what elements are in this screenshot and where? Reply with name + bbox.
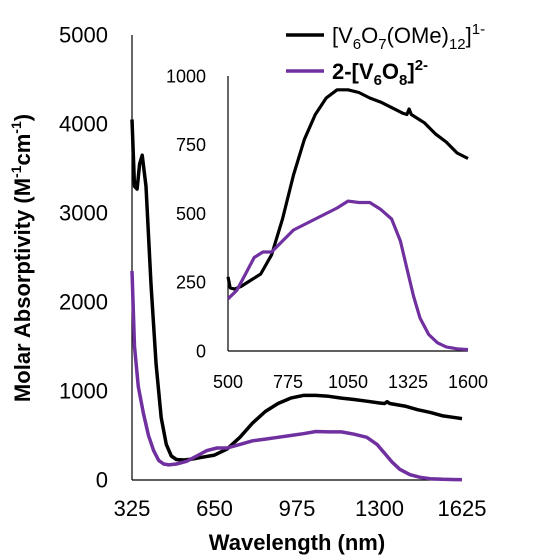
- inset-x-tick-label: 775: [273, 372, 303, 392]
- inset-plot: 0 250 500 750 1000 500 775 1050 1325 1600: [166, 66, 488, 392]
- main-x-tick-label: 1625: [438, 496, 487, 521]
- main-y-tick-label: 0: [96, 468, 108, 493]
- inset-series-2-line: [226, 199, 469, 352]
- inset-series: [226, 88, 469, 352]
- main-y-tick-label: 4000: [59, 112, 108, 137]
- inset-y-tick-label: 750: [176, 135, 206, 155]
- main-y-tick-labels: 0 1000 2000 3000 4000 5000: [59, 23, 108, 493]
- legend-label-series-2: 2-[V6O8]2-: [332, 57, 428, 89]
- inset-x-tick-label: 500: [213, 372, 243, 392]
- inset-y-tick-label: 0: [196, 341, 206, 361]
- main-y-tick-label: 1000: [59, 379, 108, 404]
- inset-x-tick-labels: 500 775 1050 1325 1600: [213, 372, 488, 392]
- main-series: [130, 119, 463, 482]
- main-series-1-line: [130, 119, 463, 462]
- main-x-tick-labels: 325 650 975 1300 1625: [114, 496, 487, 521]
- inset-y-tick-label: 250: [176, 273, 206, 293]
- inset-x-tick-label: 1325: [388, 372, 428, 392]
- main-y-tick-label: 2000: [59, 290, 108, 315]
- legend: [V6O7(OMe)12]1- 2-[V6O8]2-: [286, 21, 485, 89]
- x-axis-label: Wavelength (nm): [209, 530, 385, 555]
- legend-label-series-1: [V6O7(OMe)12]1-: [332, 21, 485, 53]
- inset-series-1-line: [226, 88, 469, 291]
- main-y-tick-label: 5000: [59, 23, 108, 48]
- inset-y-tick-labels: 0 250 500 750 1000: [166, 66, 206, 361]
- inset-x-tick-label: 1600: [448, 372, 488, 392]
- main-x-tick-label: 650: [196, 496, 233, 521]
- main-x-tick-label: 1300: [355, 496, 404, 521]
- main-x-tick-label: 325: [114, 496, 151, 521]
- main-y-tick-label: 3000: [59, 201, 108, 226]
- inset-y-tick-label: 1000: [166, 66, 206, 86]
- main-x-tick-label: 975: [279, 496, 316, 521]
- y-axis-label: Molar Absorptivity (M-1cm-1): [8, 114, 35, 402]
- inset-x-tick-label: 1050: [328, 372, 368, 392]
- main-series-2-line: [130, 270, 462, 482]
- inset-y-tick-label: 500: [176, 204, 206, 224]
